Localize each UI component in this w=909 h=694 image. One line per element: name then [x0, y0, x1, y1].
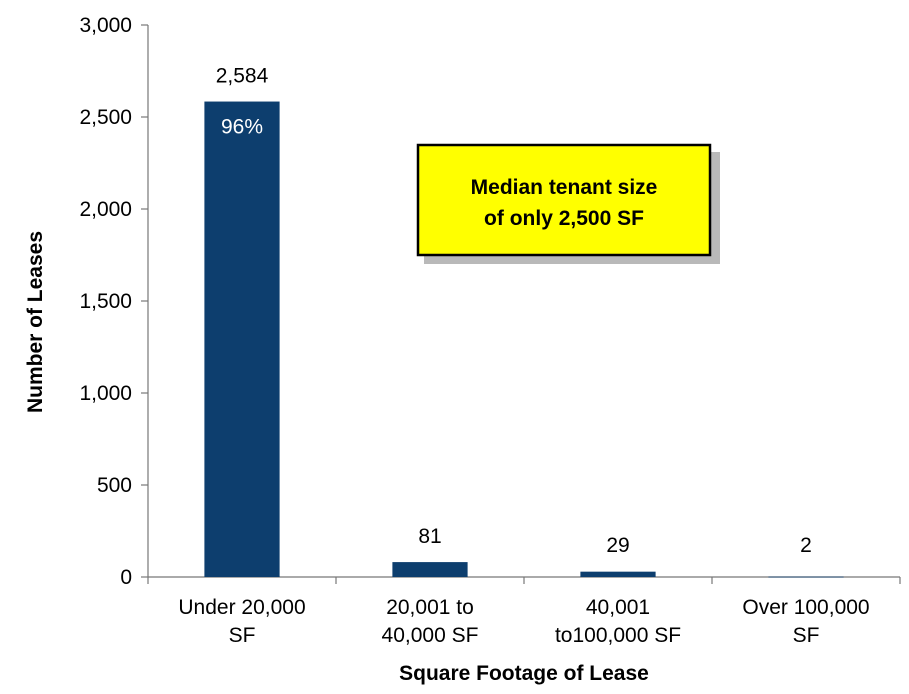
x-tick-label: Over 100,000 — [742, 596, 869, 619]
x-tick-label: SF — [793, 624, 820, 647]
x-axis: Under 20,000 SF 20,001 to 40,000 SF 40,001 to… — [147, 576, 901, 647]
y-tick-label: 2,500 — [79, 106, 132, 129]
bar-value-label: 2 — [800, 534, 812, 557]
data-labels-group: 2,584 96% 81 29 2 — [216, 65, 812, 557]
x-tick-label: 40,000 SF — [382, 624, 479, 647]
y-tick-label: 3,000 — [79, 14, 132, 37]
bars-group — [204, 101, 844, 578]
x-tick-label: 20,001 to — [386, 596, 474, 619]
y-tick-label: 500 — [97, 474, 132, 497]
y-tick-label: 0 — [120, 566, 132, 589]
x-tick-label: 40,001 — [586, 596, 650, 619]
bar — [204, 101, 280, 577]
median-callout: Median tenant size of only 2,500 SF — [416, 143, 720, 264]
bar-share-label: 96% — [221, 116, 263, 139]
x-tick-label: SF — [229, 624, 256, 647]
x-tick-label: Under 20,000 — [178, 596, 305, 619]
callout-line-1: Median tenant size — [471, 176, 658, 199]
bar — [768, 576, 844, 578]
callout-line-2: of only 2,500 SF — [484, 207, 644, 230]
bar-value-label: 2,584 — [216, 65, 269, 88]
bar — [392, 562, 468, 577]
bar-value-label: 81 — [418, 525, 441, 548]
x-tick-label: to100,000 SF — [555, 624, 681, 647]
bar-value-label: 29 — [606, 534, 629, 557]
y-axis: 0 500 1,000 1,500 2,000 2,500 3,000 — [79, 14, 149, 589]
x-axis-title: Square Footage of Lease — [399, 662, 649, 685]
y-tick-label: 2,000 — [79, 198, 132, 221]
bar — [580, 571, 656, 577]
y-tick-label: 1,000 — [79, 382, 132, 405]
y-tick-label: 1,500 — [79, 290, 132, 313]
y-axis-title: Number of Leases — [24, 231, 47, 413]
callout-box — [416, 143, 712, 257]
